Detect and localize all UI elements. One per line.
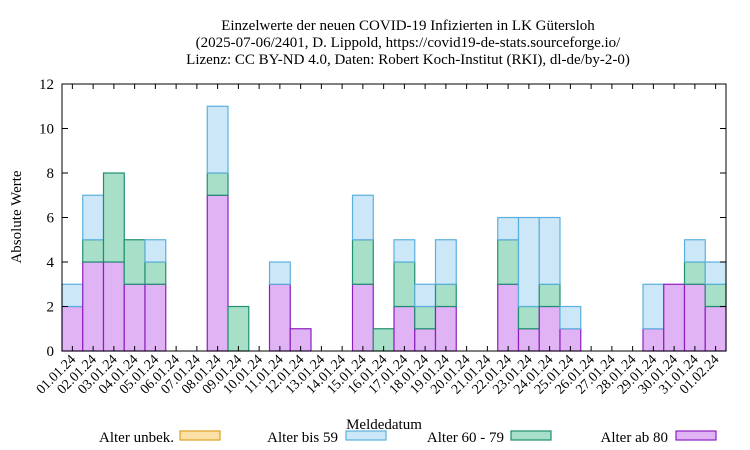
bar-segment xyxy=(227,305,250,352)
legend-swatch xyxy=(345,430,387,441)
y-tick-label: 8 xyxy=(47,166,55,182)
bar-segment xyxy=(351,194,374,241)
bar-segment xyxy=(268,261,291,285)
bar-segment xyxy=(683,239,706,263)
bar-segment xyxy=(414,283,437,308)
y-axis: 0 2 4 6 8 10 12 xyxy=(39,77,726,360)
y-tick-label: 6 xyxy=(47,211,55,227)
bar-segment xyxy=(123,283,146,352)
bar-segment xyxy=(206,105,229,174)
bar-segment xyxy=(683,283,706,352)
y-tick-label: 4 xyxy=(47,255,55,271)
bar-segment xyxy=(393,261,416,308)
chart-title: Einzelwerte der neuen COVID-19 Infiziert… xyxy=(186,18,630,68)
bar-segment xyxy=(683,261,706,285)
bar-segment xyxy=(393,305,416,352)
legend-swatch xyxy=(179,430,221,441)
legend-label: Alter unbek. xyxy=(99,430,174,446)
x-axis-label: Meldedatum xyxy=(346,417,422,433)
bar-segment xyxy=(82,194,105,241)
bar-segment xyxy=(517,305,540,330)
bar-segment xyxy=(123,239,146,285)
title-line-2: (2025-07-06/2401, D. Lippold, https://co… xyxy=(196,35,621,51)
bar-segment xyxy=(538,283,561,308)
bar-segment xyxy=(497,283,520,352)
bar-segment xyxy=(393,239,416,263)
y-tick-label: 12 xyxy=(39,77,54,93)
bar-segment xyxy=(434,283,457,308)
bar-segment xyxy=(144,239,167,263)
bar-segment xyxy=(144,283,167,352)
bar-segment xyxy=(144,261,167,285)
bar-segment xyxy=(102,261,125,352)
legend-label: Alter 60 - 79 xyxy=(427,430,504,446)
legend-label: Alter bis 59 xyxy=(267,430,338,446)
legend-label: Alter ab 80 xyxy=(601,430,668,446)
bar-segment xyxy=(82,261,105,352)
bar-segment xyxy=(517,216,540,308)
legend: Alter unbek. Alter bis 59 Alter 60 - 79 Alt… xyxy=(99,430,717,446)
bar-segment xyxy=(268,283,291,352)
y-tick-label: 10 xyxy=(39,122,54,138)
bar-segment xyxy=(704,261,727,285)
bar-segment xyxy=(642,283,665,330)
bar-segment xyxy=(206,172,229,196)
y-axis-label: Absolute Werte xyxy=(9,170,25,263)
bar-segment xyxy=(414,305,437,330)
bar-segment xyxy=(351,239,374,285)
legend-swatch xyxy=(675,430,717,441)
bar-segment xyxy=(82,239,105,263)
bar-segment xyxy=(663,283,686,352)
plot-frame xyxy=(61,83,727,352)
title-line-3: Lizenz: CC BY-ND 4.0, Daten: Robert Koch… xyxy=(186,52,630,68)
legend-swatch xyxy=(510,430,552,441)
bar-segment xyxy=(434,305,457,352)
bar-segment xyxy=(206,194,229,352)
bar-segment xyxy=(102,172,125,263)
bars-layer xyxy=(61,105,727,352)
y-tick-label: 0 xyxy=(47,344,55,360)
bar-segment xyxy=(497,216,520,241)
y-tick-label: 2 xyxy=(47,300,55,316)
bar-segment xyxy=(704,283,727,308)
bar-segment xyxy=(538,305,561,352)
bar-segment xyxy=(538,216,561,285)
bar-segment xyxy=(61,283,84,308)
bar-segment xyxy=(351,283,374,352)
bar-segment xyxy=(559,305,582,330)
bar-segment xyxy=(434,239,457,285)
bar-segment xyxy=(497,239,520,285)
title-line-1: Einzelwerte der neuen COVID-19 Infiziert… xyxy=(221,18,595,34)
bar-segment xyxy=(704,305,727,352)
bar-segment xyxy=(61,305,84,352)
